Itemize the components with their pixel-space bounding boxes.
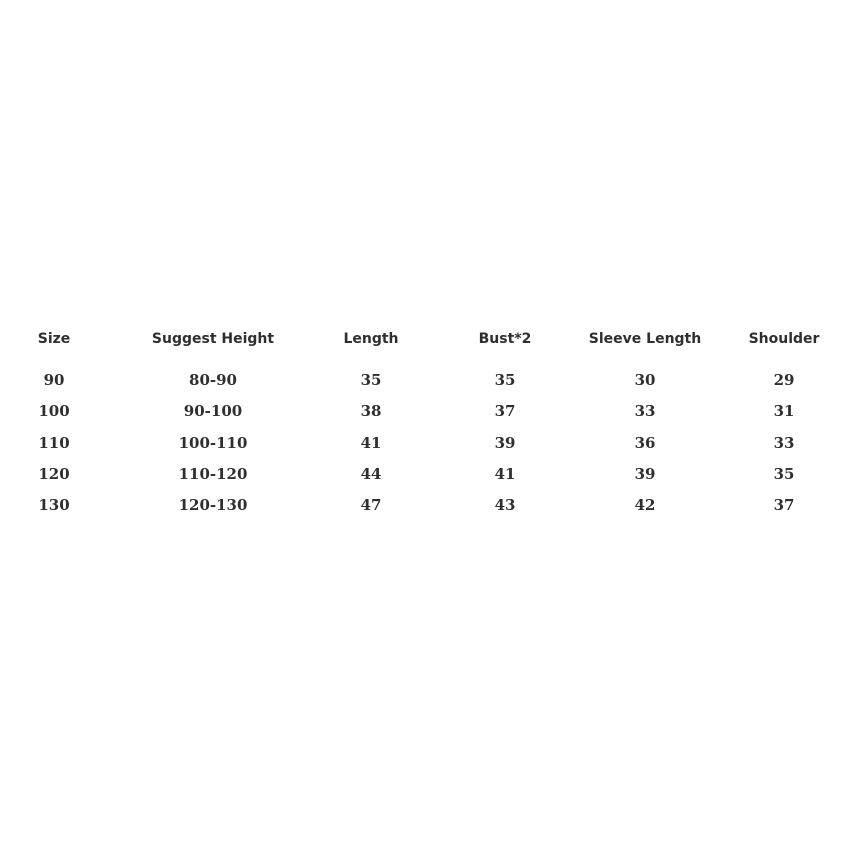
cell-sleeve-length: 33	[634, 402, 656, 420]
header-sleeve-length: Sleeve Length	[588, 331, 702, 347]
cell-sleeve-length: 36	[634, 434, 656, 452]
header-suggest-height: Suggest Height	[151, 331, 275, 347]
cell-sleeve-length: 30	[634, 371, 656, 389]
cell-size: 100	[38, 402, 70, 420]
cell-shoulder: 37	[773, 496, 795, 514]
cell-length: 47	[360, 496, 382, 514]
cell-length: 41	[360, 434, 382, 452]
cell-shoulder: 31	[773, 402, 795, 420]
cell-bust: 43	[494, 496, 516, 514]
cell-shoulder: 35	[773, 465, 795, 483]
header-size: Size	[37, 331, 71, 347]
cell-size: 110	[38, 434, 70, 452]
cell-suggest-height: 100-110	[178, 434, 248, 452]
cell-length: 38	[360, 402, 382, 420]
cell-size: 130	[38, 496, 70, 514]
cell-bust: 39	[494, 434, 516, 452]
cell-sleeve-length: 39	[634, 465, 656, 483]
cell-suggest-height: 90-100	[183, 402, 243, 420]
header-length: Length	[343, 331, 399, 347]
header-bust: Bust*2	[478, 331, 532, 347]
cell-suggest-height: 110-120	[178, 465, 248, 483]
cell-size: 90	[43, 371, 65, 389]
cell-sleeve-length: 42	[634, 496, 656, 514]
cell-size: 120	[38, 465, 70, 483]
cell-bust: 37	[494, 402, 516, 420]
cell-length: 35	[360, 371, 382, 389]
cell-bust: 41	[494, 465, 516, 483]
cell-shoulder: 29	[773, 371, 795, 389]
cell-suggest-height: 120-130	[178, 496, 248, 514]
cell-shoulder: 33	[773, 434, 795, 452]
cell-bust: 35	[494, 371, 516, 389]
header-shoulder: Shoulder	[748, 331, 820, 347]
cell-length: 44	[360, 465, 382, 483]
cell-suggest-height: 80-90	[189, 371, 237, 389]
